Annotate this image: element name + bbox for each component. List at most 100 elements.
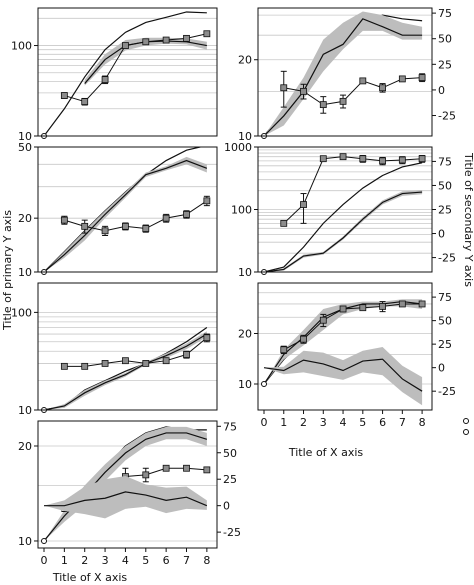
- confidence-band: [44, 156, 207, 272]
- x-tick-label: 3: [320, 416, 327, 429]
- square-marker: [280, 219, 288, 227]
- y-axis-title-right: Title of secondary Y axis: [462, 152, 474, 287]
- band-center-line: [263, 18, 423, 136]
- y2-tick-label: 0: [438, 84, 445, 97]
- square-marker: [280, 84, 288, 92]
- square-marker: [359, 155, 367, 163]
- y2-tick-label: 0: [438, 228, 445, 241]
- square-marker: [319, 316, 327, 324]
- square-marker: [101, 76, 109, 84]
- square-marker: [142, 38, 150, 46]
- x-tick-label: 4: [122, 554, 129, 567]
- y-tick-label: 10: [238, 378, 252, 391]
- y-tick-label: 100: [231, 204, 252, 217]
- plot-area: [263, 299, 426, 406]
- y-tick-label: 20: [238, 54, 252, 67]
- x-tick-label: 5: [142, 554, 149, 567]
- x-tick-label: 8: [203, 554, 210, 567]
- x-tick-label: 5: [359, 416, 366, 429]
- series-line: [43, 11, 207, 136]
- square-marker: [60, 216, 68, 224]
- panel-l1: 10 100: [11, 7, 218, 143]
- plot-area: [43, 147, 211, 272]
- y2-tick-label: 75: [438, 291, 452, 304]
- axes-frame: [37, 146, 218, 273]
- square-marker: [280, 346, 288, 354]
- x-tick-label: 8: [419, 416, 426, 429]
- x-tick-label: 1: [280, 416, 287, 429]
- square-marker: [162, 464, 170, 472]
- square-marker: [60, 92, 68, 99]
- square-marker: [122, 357, 129, 365]
- plot-area: [43, 426, 211, 542]
- y2-tick-label: 50: [438, 315, 452, 328]
- y-tick-label: 20: [238, 328, 252, 341]
- square-marker: [162, 214, 170, 222]
- square-marker: [418, 155, 426, 163]
- y2-tick-label: -25: [438, 385, 456, 398]
- y2-tick-label: 25: [438, 58, 452, 71]
- y-tick-label: 10: [238, 130, 252, 143]
- stray-circle-marker: [463, 418, 469, 424]
- square-marker: [122, 222, 129, 230]
- square-marker: [81, 222, 89, 230]
- band-center-line: [43, 159, 208, 272]
- y2-tick-label: 75: [223, 420, 237, 433]
- square-marker: [142, 360, 150, 367]
- x-tick-label: 2: [300, 416, 307, 429]
- x-tick-label: 0: [41, 554, 48, 567]
- y-tick-label: 50: [18, 141, 32, 154]
- x-tick-label: 7: [399, 416, 406, 429]
- secondary-series-line: [263, 358, 423, 392]
- square-marker: [319, 101, 327, 109]
- y-tick-label: 10: [18, 535, 32, 548]
- y2-tick-label: -25: [223, 526, 241, 539]
- y2-tick-label: -25: [438, 252, 456, 265]
- series-line: [43, 327, 208, 410]
- confidence-band: [44, 426, 207, 541]
- square-marker: [203, 334, 211, 342]
- panel-r1: 10 20 75 50 25 0 -25: [238, 7, 456, 143]
- square-marker: [183, 464, 190, 472]
- square-marker: [359, 77, 367, 85]
- y-tick-label: 10: [18, 130, 32, 143]
- y-tick-label: 1000: [224, 141, 252, 154]
- square-marker: [81, 98, 89, 106]
- square-marker: [359, 304, 367, 312]
- y-tick-label: 100: [11, 306, 32, 319]
- secondary-confidence-band: [44, 476, 207, 519]
- y2-tick-label: 50: [438, 179, 452, 192]
- x-axis-title-right: Title of X axis: [288, 446, 364, 459]
- square-marker: [203, 466, 211, 474]
- square-marker: [339, 97, 347, 105]
- square-marker: [398, 75, 406, 83]
- band-center-line: [263, 191, 423, 272]
- square-marker: [339, 153, 347, 161]
- square-marker: [418, 74, 426, 82]
- panel-r2: 10 100 1000 75 50 25 0 -25: [224, 141, 456, 279]
- confidence-band: [84, 37, 207, 86]
- confidence-band: [264, 299, 423, 385]
- square-marker: [162, 36, 170, 44]
- y-tick-label: 100: [11, 40, 32, 53]
- square-marker: [142, 471, 150, 479]
- square-marker: [398, 156, 406, 164]
- square-marker: [183, 351, 190, 358]
- square-marker: [300, 335, 307, 343]
- panel-l2: 10 20 50: [18, 141, 218, 279]
- square-marker: [203, 30, 211, 38]
- x-tick-label: 3: [102, 554, 109, 567]
- y2-tick-label: 0: [223, 500, 230, 513]
- marker-series-line: [283, 156, 423, 224]
- confidence-band: [264, 190, 423, 272]
- y-tick-label: 10: [18, 404, 32, 417]
- square-marker: [379, 157, 386, 165]
- x-tick-label: 1: [61, 554, 68, 567]
- square-marker: [101, 360, 109, 367]
- y-tick-label: 10: [18, 266, 32, 279]
- y2-tick-label: 50: [438, 33, 452, 46]
- y2-tick-label: 75: [438, 155, 452, 168]
